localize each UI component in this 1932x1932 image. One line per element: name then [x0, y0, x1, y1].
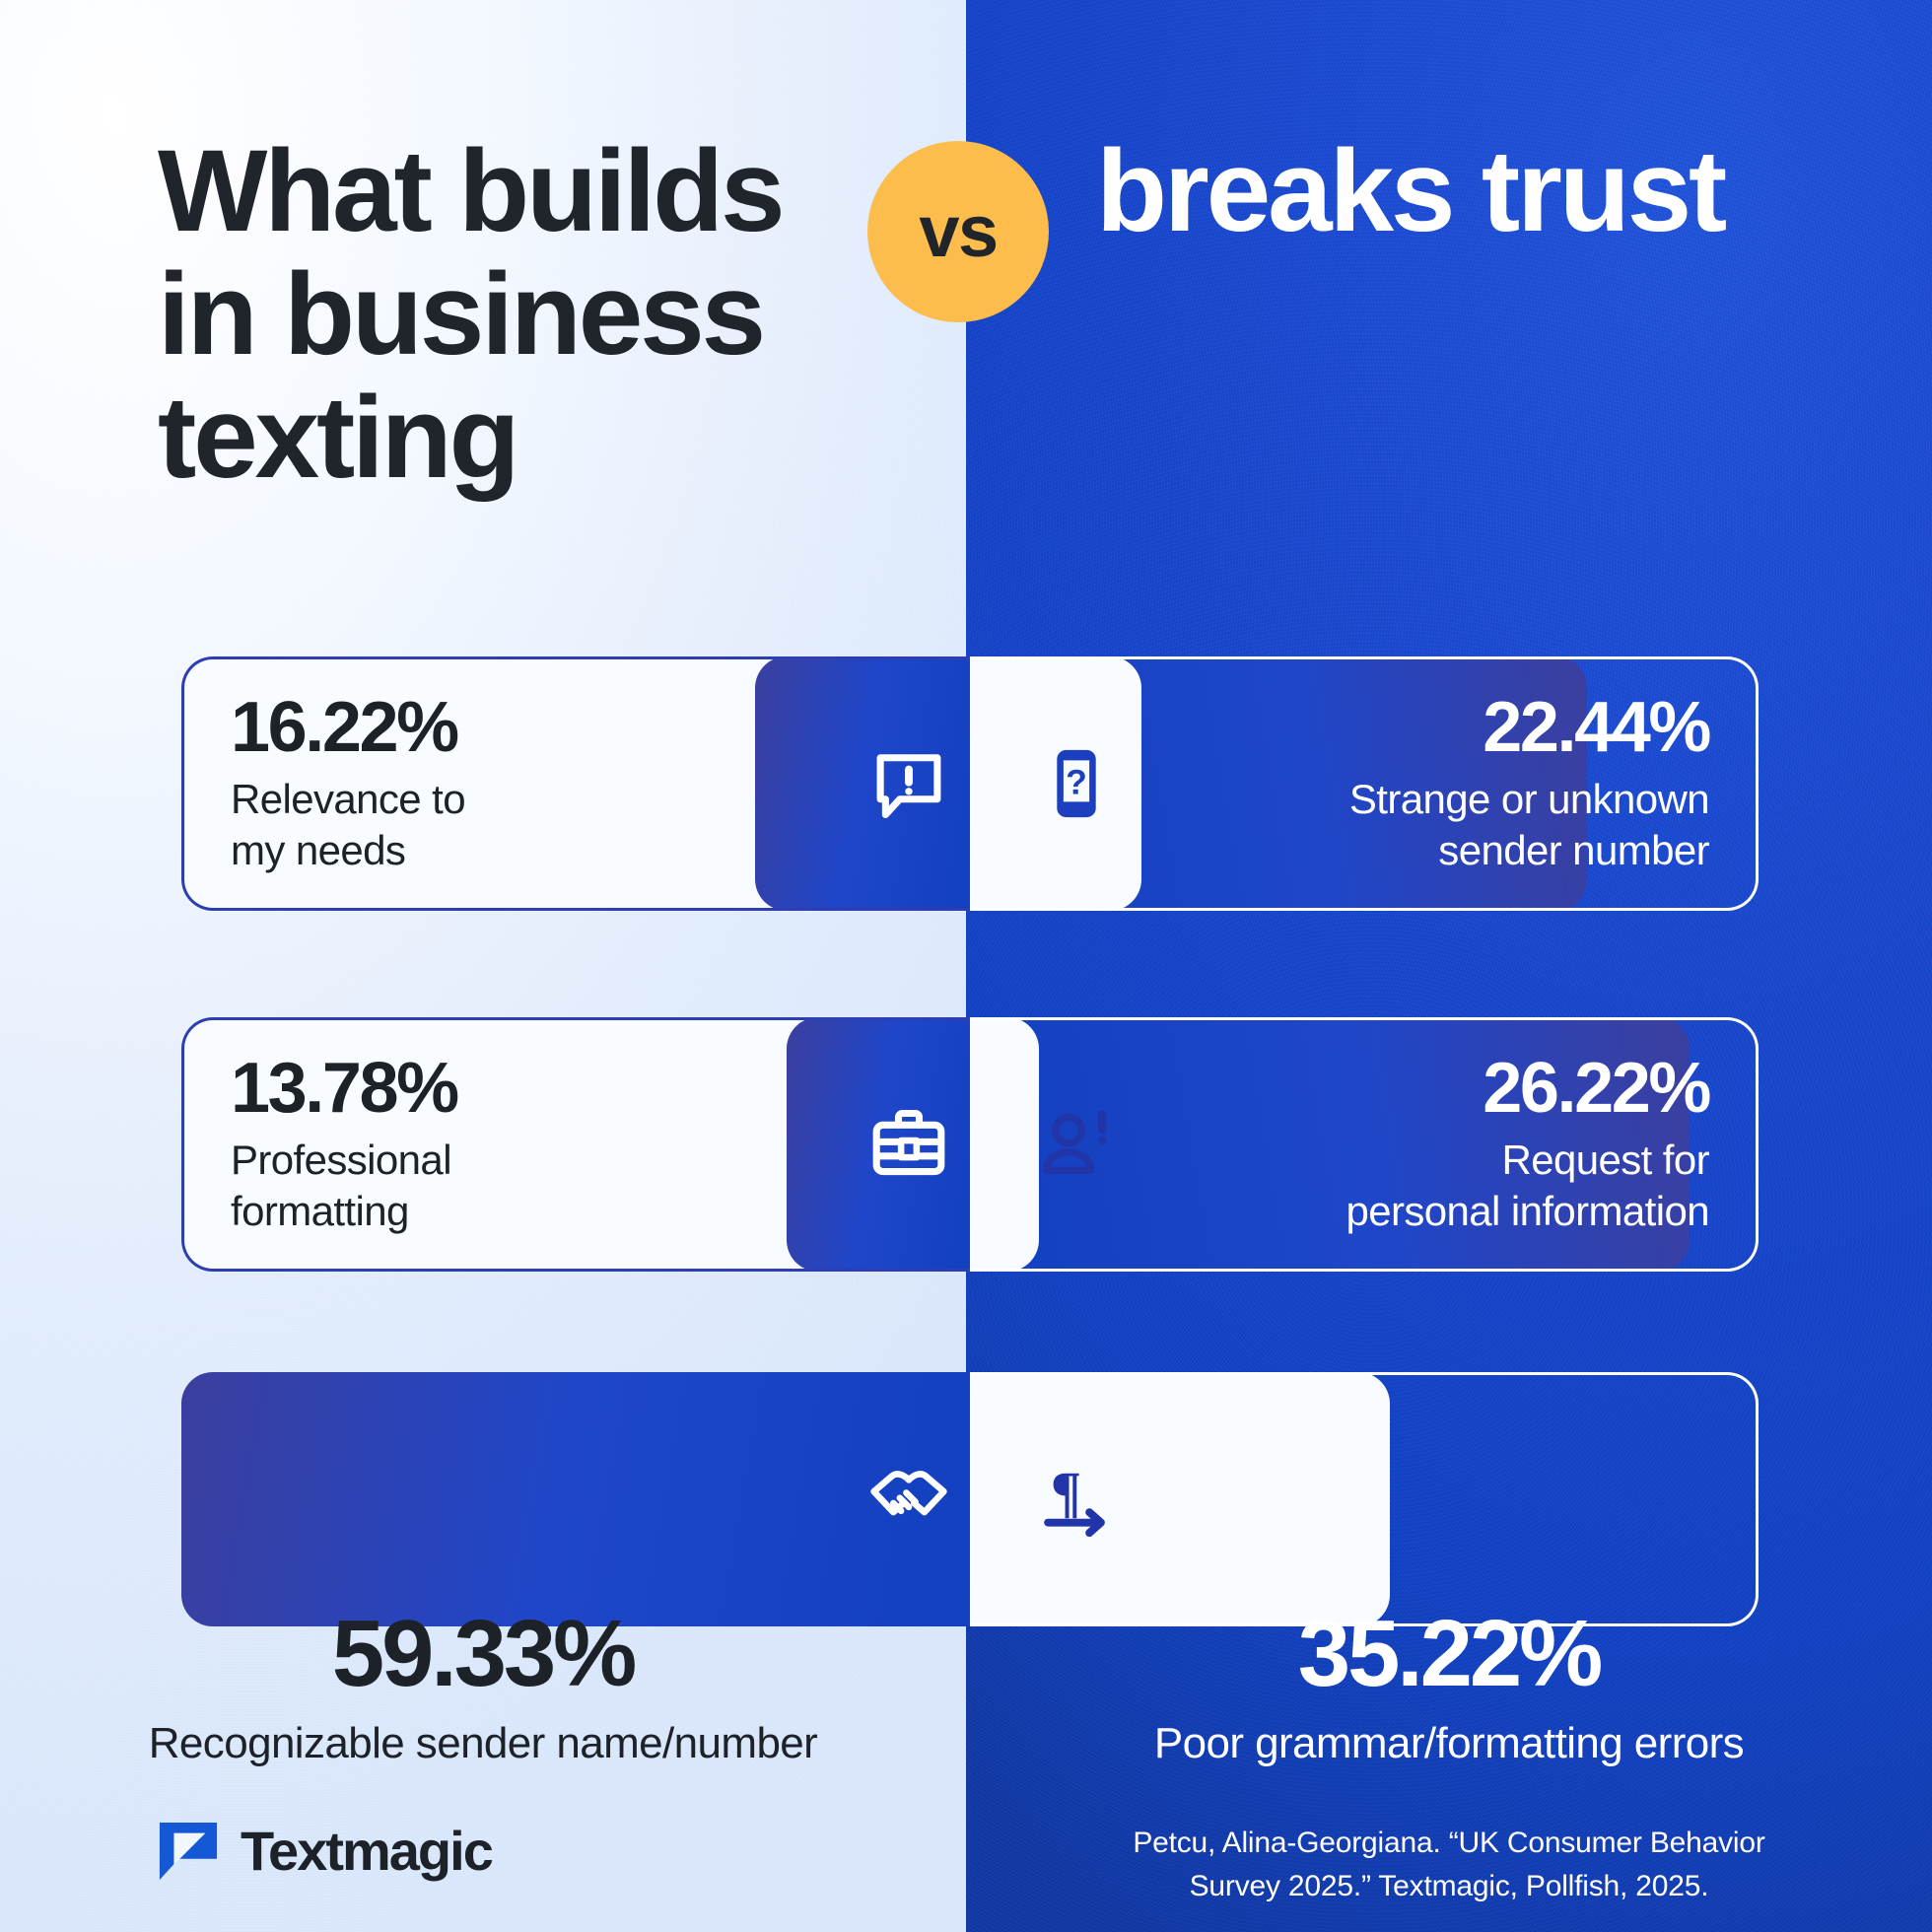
bar-label: Relevance to my needs	[231, 774, 466, 874]
bottom-stat-right-label: Poor grammar/formatting errors	[1153, 1719, 1745, 1767]
bar-track-outline	[970, 656, 1759, 911]
bottom-stat-left-value: 59.33%	[331, 1601, 638, 1706]
bar-row-2-left: 13.78% Professional formatting	[181, 1017, 970, 1272]
citation-line-1: Petcu, Alina-Georgiana. “UK Consumer Beh…	[1133, 1827, 1765, 1859]
bar-value: 22.44%	[1483, 688, 1711, 768]
bar-value: 26.22%	[1483, 1049, 1711, 1129]
phone-question-icon: ?	[1035, 742, 1118, 825]
bar-label-line-2: my needs	[231, 826, 406, 873]
bar-row-2: 13.78% Professional formatting 26.22% Re…	[181, 1017, 1759, 1272]
title-line-2: in business	[158, 249, 766, 380]
bar-value: 16.22%	[231, 688, 459, 768]
bar-fill-left-3	[181, 1372, 970, 1626]
bar-empty-right-1	[970, 656, 1141, 911]
bar-track-outline	[181, 1017, 970, 1272]
bar-label-line-2: personal information	[1346, 1187, 1709, 1234]
bar-row-1-left-text: 16.22% Relevance to my needs	[231, 688, 466, 875]
bar-row-3: ¶	[181, 1372, 1759, 1626]
title-line-1: What builds	[158, 126, 786, 256]
bottom-stat-right-value: 35.22%	[1297, 1601, 1604, 1706]
bar-row-3-right	[970, 1372, 1759, 1626]
bar-label: Professional formatting	[231, 1135, 457, 1235]
bar-fill-right-2	[970, 1017, 1690, 1272]
page-title-left: What builds in business texting	[158, 126, 1045, 504]
bottom-stat-left-label: Recognizable sender name/number	[148, 1719, 818, 1767]
bar-row-1-right-text: 22.44% Strange or unknown sender number	[1348, 688, 1712, 875]
chat-alert-icon	[867, 742, 950, 825]
bar-label-line-1: Relevance to	[231, 776, 466, 823]
bar-label-line-1: Request for	[1501, 1137, 1709, 1184]
bar-label-line-1: Professional	[231, 1137, 452, 1184]
bar-row-1-right: 22.44% Strange or unknown sender number	[970, 656, 1759, 911]
vs-badge-label: vs	[919, 190, 999, 272]
briefcase-icon	[867, 1103, 950, 1186]
page-title-right: breaks trust	[1096, 126, 1727, 256]
handshake-icon	[867, 1458, 950, 1541]
bar-label-line-2: formatting	[231, 1187, 409, 1234]
bar-row-1-left: 16.22% Relevance to my needs	[181, 656, 970, 911]
source-citation: Petcu, Alina-Georgiana. “UK Consumer Beh…	[1060, 1822, 1838, 1907]
bar-track-outline	[181, 656, 970, 911]
bar-empty-right-3	[970, 1372, 1390, 1626]
bottom-stat-left: 59.33% Recognizable sender name/number	[0, 1607, 966, 1768]
textmagic-logo-text: Textmagic	[241, 1820, 494, 1882]
bar-label: Strange or unknown sender number	[1348, 774, 1710, 874]
bar-empty-right-2	[970, 1017, 1039, 1272]
bar-label: Request for personal information	[1346, 1135, 1709, 1235]
header: What builds in business texting vs break…	[0, 0, 1932, 591]
bar-value: 13.78%	[231, 1049, 459, 1129]
paragraph-arrow-icon: ¶	[1035, 1458, 1118, 1541]
svg-text:¶: ¶	[1051, 1462, 1081, 1524]
textmagic-logo: Textmagic	[158, 1819, 494, 1883]
bar-track-outline	[181, 1372, 970, 1626]
bar-row-1: 16.22% Relevance to my needs 22.44% Stra…	[181, 656, 1759, 911]
title-line-3: texting	[158, 373, 520, 504]
textmagic-logo-icon	[158, 1821, 219, 1882]
bar-track-outline	[970, 1017, 1759, 1272]
bar-row-2-left-text: 13.78% Professional formatting	[231, 1049, 459, 1236]
svg-text:?: ?	[1066, 763, 1087, 802]
bar-label-line-1: Strange or unknown	[1348, 776, 1710, 823]
bar-row-3-left	[181, 1372, 970, 1626]
bar-row-2-right: 26.22% Request for personal information	[970, 1017, 1759, 1272]
vs-badge: vs	[867, 141, 1049, 322]
bar-label-line-2: sender number	[1438, 826, 1709, 873]
bar-row-2-right-text: 26.22% Request for personal information	[1346, 1049, 1711, 1236]
bar-track-outline	[970, 1372, 1759, 1626]
bottom-stat-right: 35.22% Poor grammar/formatting errors	[966, 1607, 1932, 1768]
person-alert-icon	[1035, 1103, 1118, 1186]
citation-line-2: Survey 2025.” Textmagic, Pollfish, 2025.	[1189, 1869, 1709, 1902]
